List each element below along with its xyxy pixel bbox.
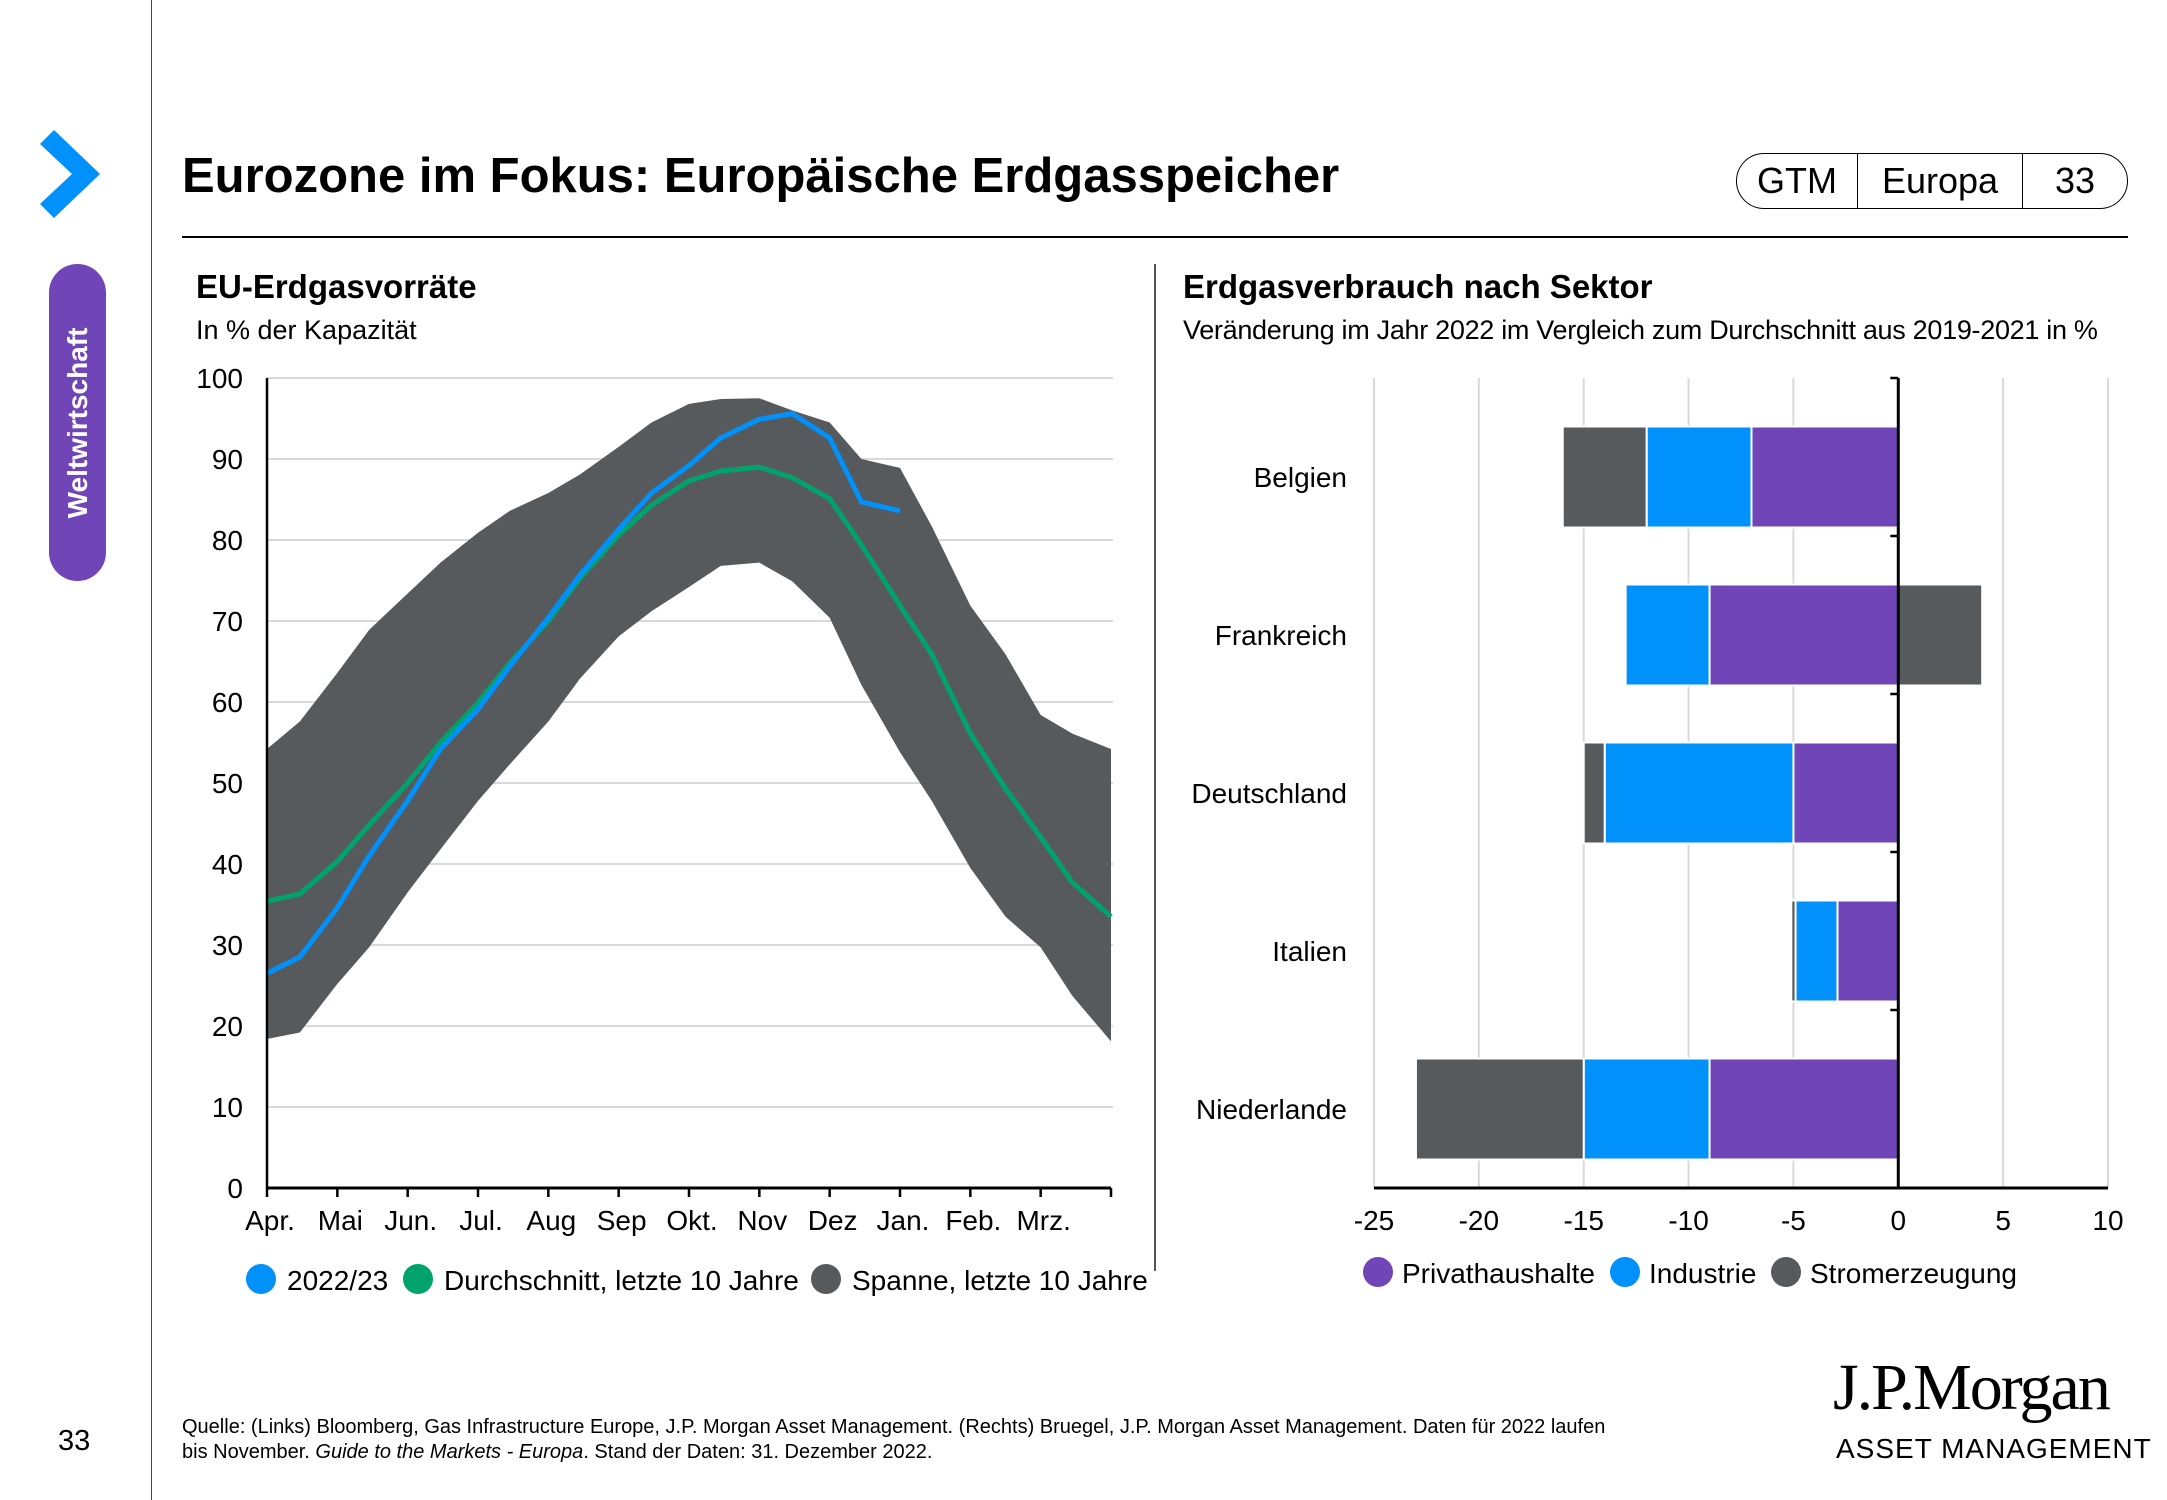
legend-marker: [403, 1264, 433, 1294]
right-chart-subtitle: Veränderung im Jahr 2022 im Vergleich zu…: [1183, 315, 2098, 345]
y-tick-label: 50: [212, 768, 243, 799]
x-tick-label: Jun.: [384, 1205, 437, 1236]
source-line-2b: Guide to the Markets - Europa: [315, 1441, 584, 1463]
y-tick-label: 20: [212, 1011, 243, 1042]
category-label: Deutschland: [1191, 778, 1347, 809]
right-chart-title: Erdgasverbrauch nach Sektor: [1183, 268, 1653, 305]
category-label: Niederlande: [1196, 1094, 1347, 1125]
page-badge: GTM Europa 33: [1736, 153, 2128, 209]
legend-marker: [1610, 1257, 1640, 1287]
y-tick-label: 80: [212, 525, 243, 556]
bar-privathaushalte: [1792, 741, 1900, 845]
jpmorgan-logo-sub: ASSET MANAGEMENT: [1836, 1433, 2152, 1464]
badge-gtm: GTM: [1757, 160, 1837, 201]
bar-industrie: [1603, 741, 1795, 845]
section-pill: Weltwirtschaft: [49, 264, 106, 581]
bar-stromerzeugung: [1790, 899, 1797, 1003]
legend-label: 2022/23: [287, 1265, 388, 1296]
bar-industrie: [1582, 1057, 1711, 1161]
legend-label: Stromerzeugung: [1810, 1258, 2017, 1289]
range-band: [267, 398, 1111, 1042]
bar-stromerzeugung: [1582, 741, 1606, 845]
x-tick-label: Okt.: [666, 1205, 717, 1236]
source-line-2a: bis November.: [182, 1441, 316, 1463]
page-title: Eurozone im Fokus: Europäische Erdgasspe…: [182, 149, 1340, 203]
bar-privathaushalte: [1708, 583, 1900, 687]
x-tick-label: Feb.: [945, 1205, 1001, 1236]
x-tick-label: Jan.: [877, 1205, 930, 1236]
bar-privathaushalte: [1708, 1057, 1900, 1161]
category-label: Belgien: [1254, 462, 1347, 493]
bar-privathaushalte: [1750, 425, 1900, 529]
y-tick-label: 0: [227, 1173, 243, 1204]
page-number: 33: [58, 1425, 91, 1457]
x-tick-label: 0: [1890, 1205, 1906, 1236]
bar-industrie: [1624, 583, 1711, 687]
x-tick-label: Dez: [808, 1205, 858, 1236]
y-tick-label: 10: [212, 1092, 243, 1123]
x-tick-label: Nov: [737, 1205, 787, 1236]
left-chart-title: EU-Erdgasvorräte: [196, 268, 477, 305]
chevron-right-icon: [40, 130, 100, 218]
legend-label: Spanne, letzte 10 Jahre: [852, 1265, 1148, 1296]
left-chart-subtitle: In % der Kapazität: [196, 315, 417, 345]
y-tick-label: 30: [212, 930, 243, 961]
category-label: Frankreich: [1215, 620, 1347, 651]
bar-stromerzeugung: [1561, 425, 1648, 529]
x-tick-label: Mrz.: [1016, 1205, 1070, 1236]
y-tick-label: 40: [212, 849, 243, 880]
bar-industrie: [1645, 425, 1753, 529]
x-tick-label: Jul.: [459, 1205, 503, 1236]
y-tick-label: 60: [212, 687, 243, 718]
source-line-2c: . Stand der Daten: 31. Dezember 2022.: [583, 1441, 933, 1463]
legend-marker: [246, 1264, 276, 1294]
y-tick-label: 70: [212, 606, 243, 637]
y-tick-label: 100: [196, 363, 243, 394]
jpmorgan-logo: J.P.Morgan: [1833, 1351, 2111, 1424]
x-tick-label: -25: [1354, 1205, 1394, 1236]
series-2022-line: [265, 411, 901, 976]
badge-region: Europa: [1857, 154, 2022, 208]
sidebar-divider: [151, 0, 152, 1500]
legend-label: Industrie: [1649, 1258, 1756, 1289]
x-tick-label: 5: [1995, 1205, 2011, 1236]
x-tick-label: Sep: [597, 1205, 647, 1236]
category-label: Italien: [1272, 936, 1347, 967]
bar-privathaushalte: [1836, 899, 1900, 1003]
x-tick-label: -10: [1668, 1205, 1708, 1236]
x-tick-label: Mai: [318, 1205, 363, 1236]
source-note: Quelle: (Links) Bloomberg, Gas Infrastru…: [182, 1415, 1792, 1465]
x-tick-label: Aug: [526, 1205, 576, 1236]
bar-stromerzeugung: [1897, 583, 1984, 687]
bar-industrie: [1794, 899, 1839, 1003]
x-tick-label: -15: [1563, 1205, 1603, 1236]
legend-marker: [1363, 1257, 1393, 1287]
x-tick-label: 10: [2092, 1205, 2123, 1236]
chart-divider: [1154, 264, 1156, 1271]
y-tick-label: 90: [212, 444, 243, 475]
legend-marker: [811, 1264, 841, 1294]
x-tick-label: -5: [1781, 1205, 1806, 1236]
legend-marker: [1771, 1257, 1801, 1287]
x-tick-label: Apr.: [245, 1205, 295, 1236]
badge-page: 33: [2022, 154, 2127, 208]
bar-stromerzeugung: [1414, 1057, 1585, 1161]
header-rule: [182, 236, 2128, 238]
legend-label: Privathaushalte: [1402, 1258, 1595, 1289]
legend-label: Durchschnitt, letzte 10 Jahre: [444, 1265, 799, 1296]
source-line-1: Quelle: (Links) Bloomberg, Gas Infrastru…: [182, 1416, 1606, 1438]
x-tick-label: -20: [1459, 1205, 1499, 1236]
average-line: [266, 464, 1113, 919]
